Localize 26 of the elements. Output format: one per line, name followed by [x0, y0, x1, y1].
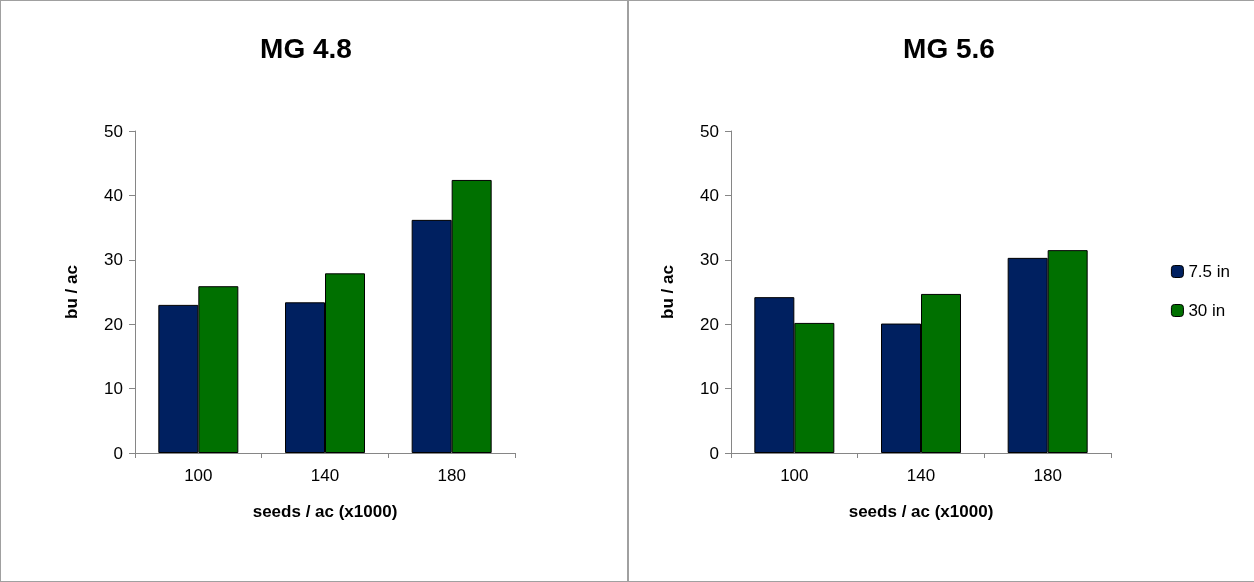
y-tick-label: 20 [700, 314, 719, 334]
x-axis-title: seeds / ac (x1000) [252, 502, 398, 521]
y-tick-label: 30 [104, 250, 123, 270]
y-axis-title: bu / ac [62, 265, 81, 319]
y-tick-label: 40 [700, 185, 719, 205]
y-tick-label: 50 [700, 121, 719, 141]
y-tick-label: 50 [104, 121, 123, 141]
chart-title: MG 5.6 [903, 32, 995, 64]
y-tick-label: 10 [104, 379, 123, 399]
x-tick-label: 140 [310, 466, 340, 485]
legend-label: 30 in [1188, 301, 1226, 320]
x-tick-label: 100 [184, 466, 213, 485]
y-tick-label: 40 [104, 185, 123, 205]
legend-label: 7.5 in [1188, 262, 1231, 281]
chart-title: MG 4.8 [260, 32, 352, 64]
y-tick-label: 0 [113, 443, 123, 463]
y-tick-label: 20 [104, 314, 123, 334]
y-axis-title: bu / ac [658, 265, 677, 319]
x-tick-label: 180 [1033, 466, 1062, 485]
y-tick-label: 30 [700, 250, 719, 270]
x-axis-title: seeds / ac (x1000) [848, 502, 994, 521]
y-tick-label: 0 [709, 443, 719, 463]
x-tick-label: 100 [780, 466, 809, 485]
x-tick-label: 180 [437, 466, 466, 485]
y-tick-label: 10 [700, 379, 719, 399]
x-tick-label: 140 [906, 466, 936, 485]
